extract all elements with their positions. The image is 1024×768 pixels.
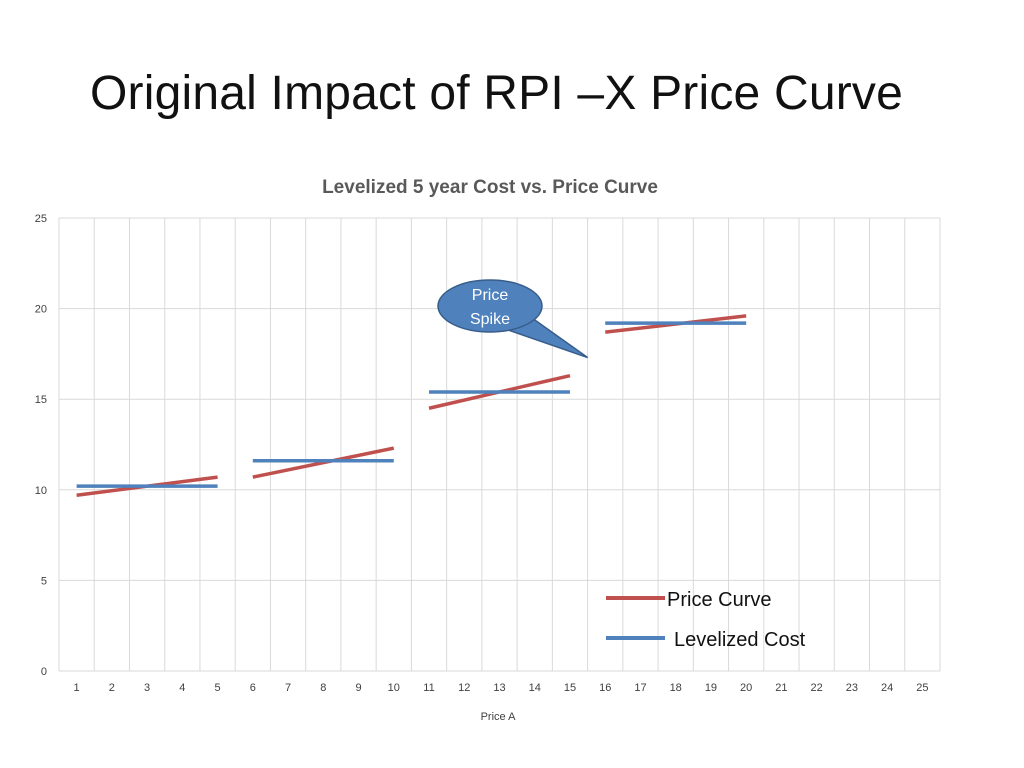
x-axis-ticks: 1 2 3 4 5 6 7 8 9 10 11 12 13 14 15 16 17 18 19 20 21 22 23 24 2…	[74, 682, 929, 694]
x-tick-label: 8	[320, 682, 326, 694]
x-tick-label: 1	[74, 682, 80, 694]
legend-item: Levelized Cost	[606, 629, 806, 651]
chart-title: Levelized 5 year Cost vs. Price Curve	[322, 177, 658, 198]
x-tick-label: 12	[458, 682, 470, 694]
legend-item: Price Curve	[606, 589, 771, 611]
x-tick-label: 24	[881, 682, 893, 694]
y-tick-label: 25	[35, 213, 47, 225]
callout-joint	[505, 314, 533, 330]
y-tick-label: 20	[35, 304, 47, 316]
x-axis-label: Price A	[481, 711, 517, 723]
y-axis-ticks: 0 5 10 15 20 25	[35, 213, 47, 678]
x-tick-label: 17	[634, 682, 646, 694]
legend-label: Levelized Cost	[674, 629, 806, 651]
callout-text: Spike	[470, 311, 510, 328]
chart-legend: Price Curve Levelized Cost	[606, 589, 806, 651]
x-tick-label: 14	[529, 682, 541, 694]
series-segment	[252, 446, 395, 479]
x-tick-label: 15	[564, 682, 576, 694]
x-tick-label: 19	[705, 682, 717, 694]
x-tick-label: 20	[740, 682, 752, 694]
x-tick-label: 21	[775, 682, 787, 694]
price-spike-callout: Price Spike	[437, 279, 589, 359]
y-tick-label: 0	[41, 666, 47, 678]
x-tick-label: 7	[285, 682, 291, 694]
slide-title: Original Impact of RPI –X Price Curve	[90, 67, 904, 120]
x-tick-label: 10	[388, 682, 400, 694]
x-tick-label: 3	[144, 682, 150, 694]
chart-series	[76, 314, 747, 497]
legend-label: Price Curve	[667, 589, 771, 611]
x-tick-label: 22	[811, 682, 823, 694]
x-tick-label: 2	[109, 682, 115, 694]
callout-bubble	[437, 279, 543, 333]
x-tick-label: 9	[355, 682, 361, 694]
x-tick-label: 13	[493, 682, 505, 694]
x-tick-label: 16	[599, 682, 611, 694]
callout-text: Price	[472, 287, 509, 304]
x-tick-label: 6	[250, 682, 256, 694]
y-tick-label: 15	[35, 394, 47, 406]
x-tick-label: 11	[423, 682, 434, 694]
x-tick-label: 25	[916, 682, 928, 694]
series-levelized-cost	[76, 321, 747, 488]
x-tick-label: 5	[215, 682, 221, 694]
y-tick-label: 5	[41, 575, 47, 587]
x-tick-label: 4	[179, 682, 185, 694]
x-tick-label: 23	[846, 682, 858, 694]
x-tick-label: 18	[670, 682, 682, 694]
y-tick-label: 10	[35, 485, 47, 497]
chart-grid	[58, 217, 941, 672]
